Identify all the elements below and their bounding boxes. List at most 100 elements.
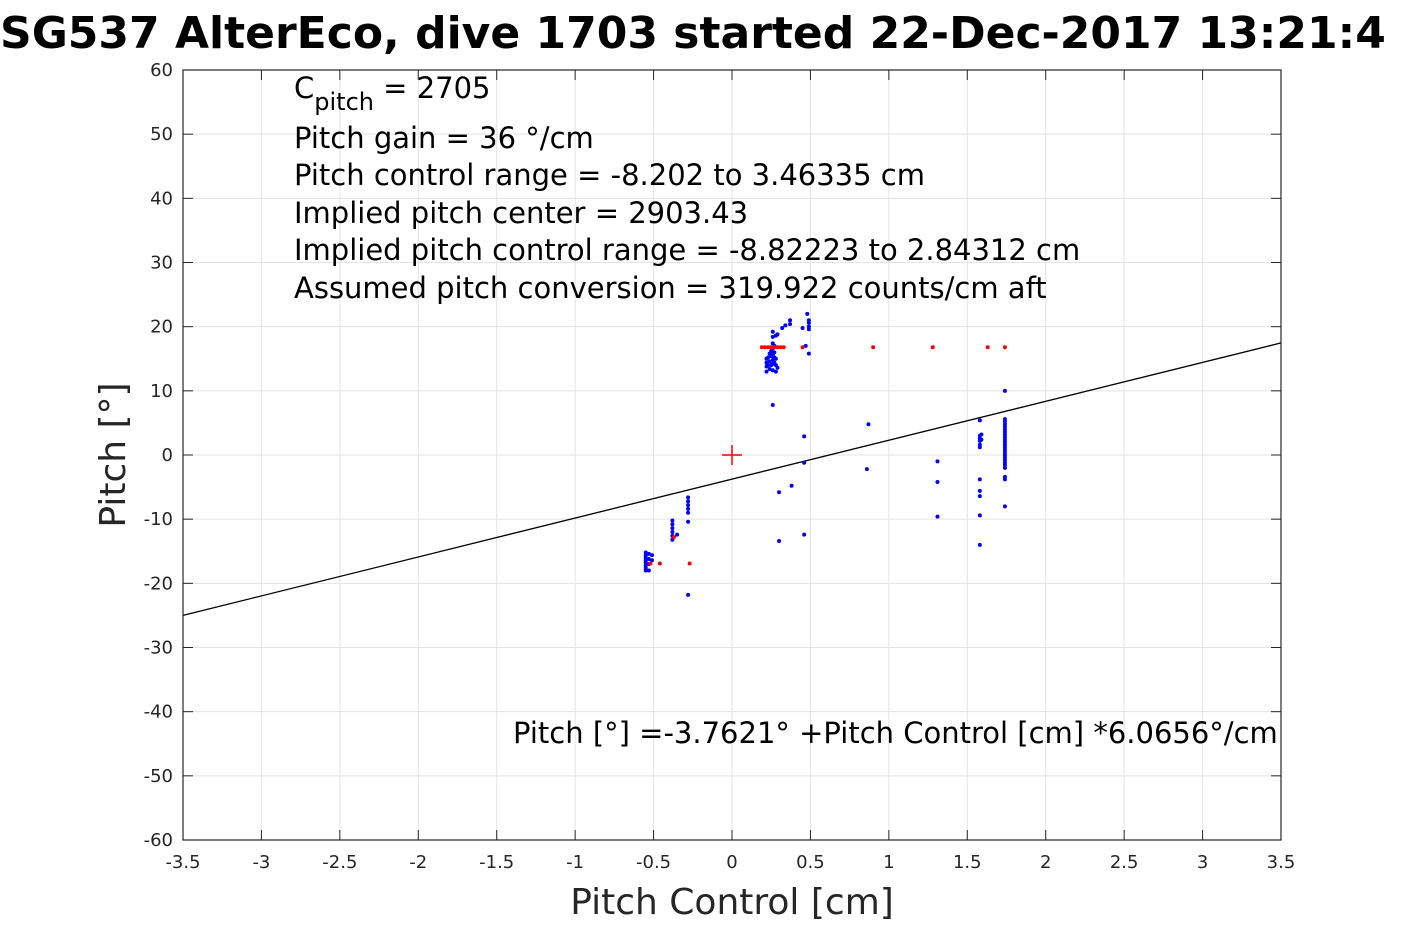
data-point-red <box>781 345 786 350</box>
x-tick-label: 2 <box>1040 852 1051 873</box>
x-tick-label: 0 <box>726 852 737 873</box>
data-point-blue <box>670 522 675 527</box>
x-tick-label: -0.5 <box>636 852 671 873</box>
assumed-conversion-annotation: Assumed pitch conversion = 319.922 count… <box>294 271 1047 305</box>
c-pitch-value: = 2705 <box>374 71 491 105</box>
center-marker <box>722 445 742 465</box>
data-point-blue <box>806 324 811 329</box>
data-point-blue <box>773 356 778 361</box>
data-point-red <box>762 345 767 350</box>
y-tick-label: -60 <box>144 830 173 851</box>
data-point-blue <box>770 334 775 339</box>
data-point-blue <box>935 479 940 484</box>
y-tick-label: 30 <box>150 253 173 274</box>
y-tick-label: 40 <box>150 188 173 209</box>
data-point-blue <box>646 551 651 556</box>
fit-equation-annotation: Pitch [°] =-3.7621° +Pitch Control [cm] … <box>513 716 1278 750</box>
y-tick-label: 50 <box>150 124 173 145</box>
c-pitch-main: C <box>294 71 314 105</box>
y-tick-label: -40 <box>144 702 173 723</box>
y-tick-label: 60 <box>150 60 173 81</box>
data-point-blue <box>1002 388 1007 393</box>
x-tick-label: -1.5 <box>479 852 514 873</box>
x-tick-label: 1.5 <box>953 852 982 873</box>
data-point-blue <box>770 329 775 334</box>
data-point-blue <box>1002 504 1007 509</box>
data-point-blue <box>766 363 771 368</box>
y-tick-label: -50 <box>144 766 173 787</box>
data-point-blue <box>802 532 807 537</box>
data-point-blue <box>977 488 982 493</box>
data-point-blue <box>686 499 691 504</box>
data-point-blue <box>670 526 675 531</box>
data-point-red <box>772 345 777 350</box>
data-point-blue <box>767 359 772 364</box>
data-point-red <box>687 561 692 566</box>
y-axis-label: Pitch [°] <box>93 382 134 527</box>
implied-center-annotation: Implied pitch center = 2903.43 <box>294 196 748 230</box>
control-range-annotation: Pitch control range = -8.202 to 3.46335 … <box>294 158 925 192</box>
data-point-blue <box>866 422 871 427</box>
data-point-blue <box>783 323 788 328</box>
data-point-red <box>657 561 662 566</box>
data-point-blue <box>979 437 984 442</box>
data-point-red <box>800 345 805 350</box>
data-point-blue <box>935 514 940 519</box>
data-point-blue <box>646 556 651 561</box>
data-point-blue <box>686 495 691 500</box>
c-pitch-annotation: Cpitch = 2705 <box>294 71 491 116</box>
x-tick-label: -3 <box>252 852 270 873</box>
data-point-blue <box>802 460 807 465</box>
x-tick-label: -3.5 <box>165 852 200 873</box>
data-point-blue <box>864 467 869 472</box>
data-point-blue <box>686 519 691 524</box>
data-point-blue <box>770 402 775 407</box>
data-point-blue <box>675 532 680 537</box>
data-point-blue <box>977 494 982 499</box>
x-tick-label: 1 <box>883 852 894 873</box>
data-point-red <box>930 345 935 350</box>
x-tick-label: -2 <box>409 852 427 873</box>
data-point-blue <box>979 432 984 437</box>
data-point-blue <box>806 351 811 356</box>
data-point-blue <box>977 477 982 482</box>
data-point-blue <box>643 568 648 573</box>
y-tick-label: 10 <box>150 381 173 402</box>
data-point-blue <box>773 369 778 374</box>
data-point-blue <box>800 325 805 330</box>
data-point-blue <box>977 445 982 450</box>
data-point-blue <box>977 513 982 518</box>
data-point-red <box>759 345 764 350</box>
data-point-blue <box>788 322 793 327</box>
data-point-blue <box>767 367 772 372</box>
implied-range-annotation: Implied pitch control range = -8.82223 t… <box>294 233 1080 267</box>
data-point-red <box>648 561 653 566</box>
data-point-blue <box>775 365 780 370</box>
data-point-blue <box>802 434 807 439</box>
data-point-blue <box>977 418 982 423</box>
data-point-red <box>671 535 676 540</box>
data-point-red <box>778 345 783 350</box>
chart-title: SG537 AlterEco, dive 1703 started 22-Dec… <box>0 8 1386 59</box>
y-tick-label: 0 <box>162 445 173 466</box>
y-tick-label: -30 <box>144 638 173 659</box>
x-tick-label: 3 <box>1197 852 1208 873</box>
data-point-blue <box>764 369 769 374</box>
data-point-blue <box>1002 465 1007 470</box>
data-point-blue <box>803 343 808 348</box>
x-tick-label: -1 <box>566 852 584 873</box>
data-point-blue <box>766 355 771 360</box>
y-tick-label: -20 <box>144 573 173 594</box>
y-tick-label: -10 <box>144 509 173 530</box>
fit-line <box>182 342 1282 616</box>
data-point-blue <box>770 368 775 373</box>
data-points <box>643 311 1007 597</box>
data-point-blue <box>806 318 811 323</box>
x-tick-label: 3.5 <box>1267 852 1296 873</box>
data-point-blue <box>805 311 810 316</box>
data-point-red <box>871 345 876 350</box>
c-pitch-sub: pitch <box>314 88 374 116</box>
data-point-red <box>1002 345 1007 350</box>
data-point-red <box>985 345 990 350</box>
